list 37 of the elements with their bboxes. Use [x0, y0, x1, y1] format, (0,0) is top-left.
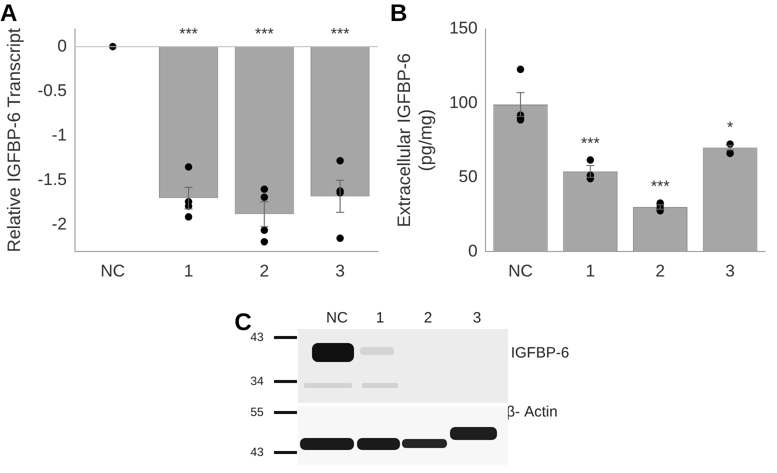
annotation: *** — [179, 26, 198, 44]
chart-title: B — [390, 0, 408, 28]
text: C — [234, 309, 252, 336]
category-label: NC — [326, 310, 348, 326]
annotation: *** — [650, 178, 670, 196]
y-tick-label: 100 — [449, 92, 478, 112]
annotation: * — [726, 119, 734, 136]
y-tick-label: 0 — [468, 241, 478, 260]
annotation: *** — [254, 26, 274, 44]
x-tick-label: NC — [100, 261, 126, 280]
category-label: 3 — [472, 310, 482, 326]
x-tick-label: 2 — [655, 261, 665, 280]
text: 43 — [250, 330, 264, 344]
x-tick-label: 1 — [586, 261, 596, 280]
y-tick-label: 150 — [449, 18, 478, 38]
y-tick-label: -1 — [52, 125, 67, 144]
chart-title: A — [0, 0, 18, 28]
x-tick-label: 3 — [335, 261, 345, 280]
x-tick-label: NC — [508, 261, 533, 280]
text: 55 — [250, 405, 264, 419]
y-tick-label: -0.5 — [38, 80, 67, 100]
text: 34 — [250, 374, 264, 388]
x-tick-label: 1 — [184, 261, 194, 280]
y-axis-title: Relative IGFBP-6 Transcript — [4, 28, 24, 252]
text: IGFBP-6 — [510, 344, 570, 362]
text: 43 — [250, 445, 264, 459]
category-label: 2 — [424, 310, 432, 326]
annotation: *** — [330, 26, 350, 44]
annotation: *** — [581, 135, 600, 152]
x-tick-label: 3 — [725, 261, 735, 280]
y-tick-label: -1.5 — [38, 170, 67, 189]
y-tick-label: 0 — [57, 36, 67, 56]
y-tick-label: 50 — [458, 167, 478, 186]
x-tick-label: 2 — [260, 261, 270, 280]
y-axis-title: Extracellular IGFBP-6 (pg/mg) — [394, 53, 436, 228]
category-label: 1 — [376, 310, 384, 326]
y-tick-label: -2 — [52, 214, 67, 234]
